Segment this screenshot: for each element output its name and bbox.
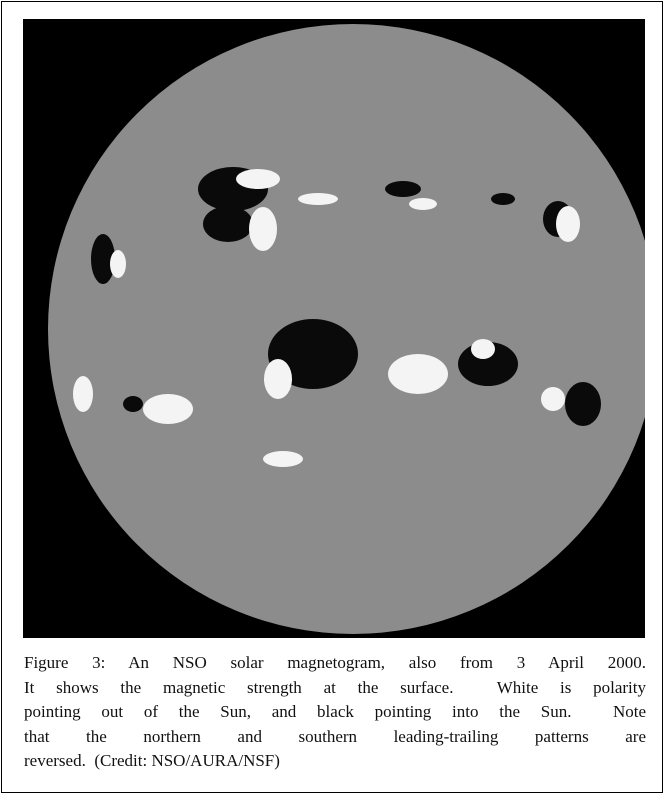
caption-line: that the northern and southern leading-t… (24, 725, 646, 750)
caption-line: pointing out of the Sun, and black point… (24, 700, 646, 725)
caption-line: Figure 3: An NSO solar magnetogram, also… (24, 651, 646, 676)
caption-line: It shows the magnetic strength at the su… (24, 676, 646, 701)
caption-line: reversed. (Credit: NSO/AURA/NSF) (24, 749, 646, 774)
sun-disk (48, 24, 645, 634)
sun-disk-group (48, 24, 645, 634)
page: Figure 3: An NSO solar magnetogram, also… (0, 0, 666, 796)
caption: Figure 3: An NSO solar magnetogram, also… (24, 651, 646, 774)
figure-frame: Figure 3: An NSO solar magnetogram, also… (1, 1, 663, 793)
magnetogram-image (23, 19, 645, 638)
